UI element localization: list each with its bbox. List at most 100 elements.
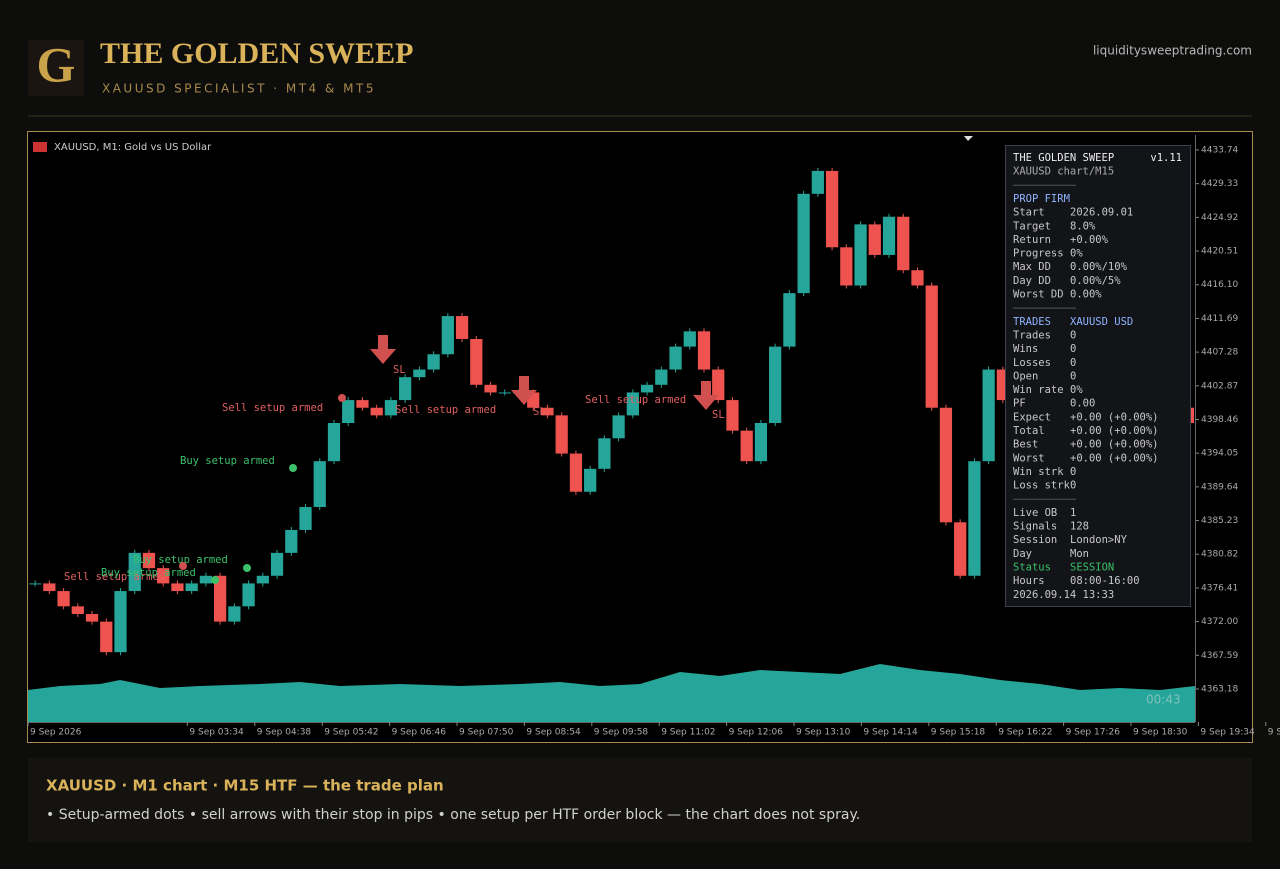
row-value: 0: [1070, 480, 1076, 492]
candle: [228, 606, 241, 622]
candle: [584, 468, 597, 492]
row-value: SESSION: [1070, 562, 1114, 574]
candle: [484, 384, 497, 393]
row-key: Target: [1013, 220, 1051, 232]
x-tick-label: 9 Sep 19:34: [1200, 728, 1255, 738]
annotation: SL: [712, 409, 725, 421]
row-key: Signals: [1013, 521, 1057, 533]
x-tick-label: 9 Sep 05:42: [324, 728, 378, 738]
candle: [327, 422, 341, 462]
x-tick-label: 9 Sep 07:50: [459, 728, 514, 738]
candle: [612, 415, 625, 439]
row-value: 1: [1070, 507, 1076, 519]
candle: [825, 170, 839, 248]
row-value: 0: [1070, 329, 1076, 341]
row-value: 0%: [1070, 384, 1083, 396]
row-key: Worst: [1013, 452, 1045, 464]
candle: [185, 583, 198, 592]
candle: [683, 331, 696, 347]
candle: [982, 369, 995, 462]
candle: [370, 407, 383, 416]
candle: [285, 529, 298, 553]
candle: [811, 170, 824, 194]
candle: [214, 575, 227, 622]
candle: [157, 568, 170, 584]
candle: [598, 438, 611, 469]
row-value: 2026.09.01: [1070, 207, 1133, 219]
candle: [43, 583, 56, 592]
footer-box: [28, 758, 1252, 842]
x-tick-label: 9 Sep 20:38: [1268, 728, 1280, 738]
candle: [71, 606, 84, 614]
candle: [100, 621, 113, 653]
row-key: Win strk: [1013, 466, 1064, 478]
x-tick-label: 9 Sep 08:54: [526, 728, 581, 738]
chart-label: XAUUSD, M1: Gold vs US Dollar: [33, 142, 212, 153]
row-key: Losses: [1013, 357, 1051, 369]
annotation: Buy setup armed: [180, 455, 275, 467]
x-tick-label: 9 Sep 16:22: [998, 728, 1052, 738]
row-key: Live OB: [1013, 507, 1057, 519]
candle: [640, 384, 654, 393]
candle: [911, 270, 924, 286]
section-heading: PROP FIRM: [1013, 193, 1070, 205]
subtitle: XAUUSD SPECIALIST · MT4 & MT5: [102, 82, 376, 96]
candle: [356, 400, 369, 408]
panel-title: THE GOLDEN SWEEP: [1013, 152, 1114, 164]
setup-dot: [243, 564, 251, 572]
x-tick-label: 9 Sep 13:10: [796, 728, 851, 738]
row-key: Trades: [1013, 329, 1051, 341]
candle: [128, 552, 141, 592]
row-key: Best: [1013, 439, 1038, 451]
annotation: SL: [533, 406, 546, 418]
annotation: Sell setup armed: [585, 394, 686, 406]
candle: [142, 552, 156, 569]
x-tick-label: 9 Sep 15:18: [931, 728, 986, 738]
row-value: Mon: [1070, 548, 1089, 560]
x-tick-label: 9 Sep 09:58: [594, 728, 649, 738]
x-tick-label: 9 Sep 2026: [30, 728, 82, 738]
row-key: Wins: [1013, 343, 1038, 355]
row-value: 0.00%: [1070, 289, 1102, 301]
x-tick-label: 9 Sep 14:14: [863, 728, 918, 738]
y-tick-label: 4407.28: [1201, 348, 1238, 358]
url[interactable]: liquiditysweeptrading.com: [1093, 44, 1252, 58]
annotation: Buy setup armed: [101, 567, 196, 579]
row-value: +0.00 (+0.00%): [1070, 411, 1159, 423]
title: THE GOLDEN SWEEP: [100, 37, 413, 70]
annotation: Sell setup armed: [222, 402, 323, 414]
row-value: 0: [1070, 370, 1076, 382]
row-value: 0%: [1070, 248, 1083, 260]
candle: [470, 338, 483, 385]
panel-version: v1.11: [1150, 152, 1182, 164]
y-tick-label: 4433.74: [1201, 145, 1238, 155]
x-tick-label: 9 Sep 06:46: [392, 728, 447, 738]
candle: [655, 369, 668, 385]
candle: [555, 415, 568, 454]
candle: [342, 400, 355, 423]
row-value: +0.00%: [1070, 234, 1109, 246]
y-tick-label: 4416.10: [1201, 280, 1238, 290]
candle: [840, 247, 853, 286]
row-key: Expect: [1013, 411, 1051, 423]
y-tick-label: 4424.92: [1201, 213, 1238, 223]
y-tick-label: 4372.00: [1201, 617, 1238, 627]
candle: [754, 422, 768, 462]
candle: [171, 583, 184, 592]
candle: [498, 392, 511, 394]
candle: [427, 354, 440, 370]
info-panel: [1005, 145, 1191, 607]
candle: [569, 453, 583, 492]
candle: [85, 613, 99, 622]
flag-icon: [33, 142, 47, 152]
row-key: Loss strk: [1013, 480, 1071, 492]
y-tick-label: 4398.46: [1201, 415, 1238, 425]
sell-arrow: [511, 376, 537, 405]
row-value: 0: [1070, 343, 1076, 355]
shift-marker: [964, 136, 973, 141]
row-key: Day DD: [1013, 275, 1051, 287]
candle: [57, 591, 70, 607]
candle: [968, 461, 981, 576]
candle: [399, 377, 412, 401]
row-value: 0.00%/5%: [1070, 275, 1121, 287]
